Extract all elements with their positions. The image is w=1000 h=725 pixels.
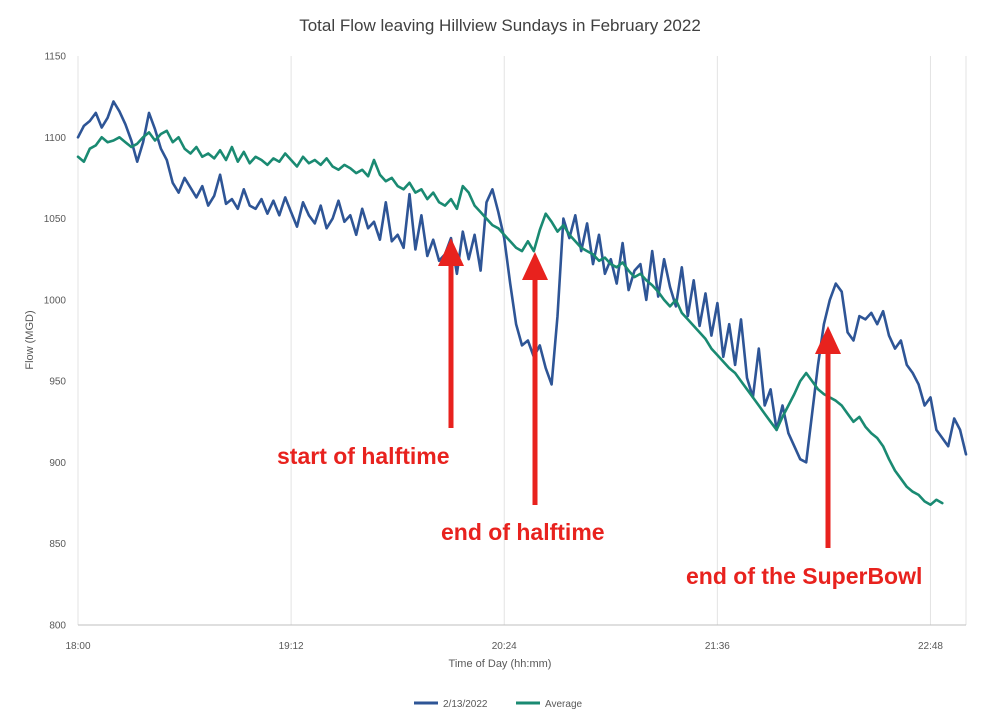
chart-title: Total Flow leaving Hillview Sundays in F… — [299, 16, 701, 35]
x-tick-labels: 18:00 19:12 20:24 21:36 22:48 — [65, 641, 943, 652]
x-tick-label: 20:24 — [492, 641, 517, 652]
arrowhead-end-of-superbowl — [815, 326, 841, 354]
y-tick-label: 800 — [49, 621, 66, 632]
x-tick-label: 18:00 — [65, 641, 90, 652]
series-line-2-13-2022 — [76, 100, 968, 464]
x-tick-label: 19:12 — [279, 641, 304, 652]
legend-label-2-13-2022: 2/13/2022 — [443, 699, 488, 710]
series-line-average — [76, 129, 944, 507]
annotations: start of halftime end of halftime end of… — [277, 238, 922, 589]
y-tick-label: 1050 — [44, 214, 67, 225]
annotation-end-of-superbowl: end of the SuperBowl — [686, 326, 922, 589]
y-tick-label: 1150 — [44, 52, 66, 63]
legend: 2/13/2022 Average — [414, 699, 583, 710]
y-axis-label: Flow (MGD) — [24, 310, 36, 369]
arrowhead-start-of-halftime — [438, 238, 464, 266]
y-tick-labels: 800 850 900 950 1000 1050 1100 1150 — [44, 52, 67, 632]
gridlines — [77, 56, 967, 625]
arrowhead-end-of-halftime — [522, 252, 548, 280]
y-tick-label: 1000 — [44, 295, 67, 306]
x-tick-label: 22:48 — [918, 641, 943, 652]
annotation-end-of-halftime: end of halftime — [441, 252, 605, 545]
y-tick-label: 1100 — [44, 133, 66, 144]
y-tick-label: 950 — [49, 377, 66, 388]
series-lines — [76, 100, 968, 507]
x-axis-label: Time of Day (hh:mm) — [449, 658, 552, 670]
y-tick-label: 850 — [49, 539, 66, 550]
annotation-label-end-of-superbowl: end of the SuperBowl — [686, 563, 922, 589]
x-tick-label: 21:36 — [705, 641, 730, 652]
legend-label-average: Average — [545, 699, 583, 710]
y-tick-label: 900 — [49, 458, 66, 469]
annotation-label-end-of-halftime: end of halftime — [441, 519, 605, 545]
annotation-label-start-of-halftime: start of halftime — [277, 443, 450, 469]
annotation-start-of-halftime: start of halftime — [277, 238, 464, 469]
